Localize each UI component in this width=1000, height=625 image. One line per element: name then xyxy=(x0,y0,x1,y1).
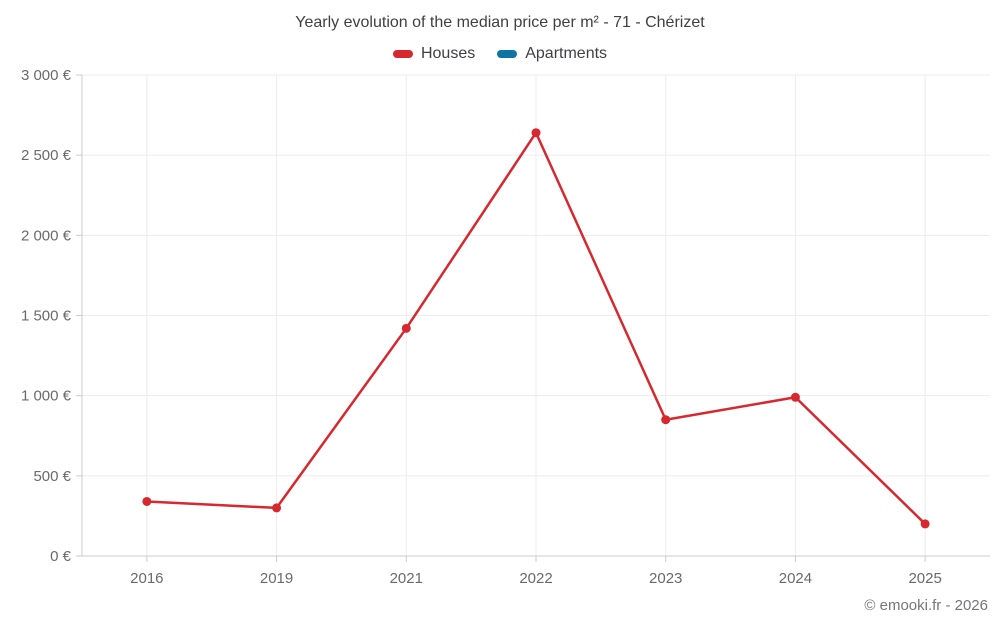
data-point-houses-2022[interactable] xyxy=(531,128,541,138)
x-axis-tick-label: 2025 xyxy=(908,570,941,587)
data-point-houses-2024[interactable] xyxy=(790,392,800,402)
copyright-footer: © emooki.fr - 2026 xyxy=(864,597,988,614)
y-axis-tick-label: 2 000 € xyxy=(21,227,72,244)
x-axis-tick-label: 2019 xyxy=(260,570,293,587)
y-axis-tick-label: 1 500 € xyxy=(21,308,72,325)
data-point-houses-2016[interactable] xyxy=(142,496,152,506)
data-point-houses-2021[interactable] xyxy=(401,323,411,333)
data-point-houses-2023[interactable] xyxy=(661,415,671,425)
x-axis-tick-label: 2021 xyxy=(390,570,423,587)
legend-item-apartments[interactable]: Apartments xyxy=(497,45,607,63)
legend-item-houses[interactable]: Houses xyxy=(392,45,476,63)
legend-label-houses: Houses xyxy=(420,45,476,62)
x-axis-tick-label: 2024 xyxy=(779,570,812,587)
y-axis-tick-label: 1 000 € xyxy=(21,388,72,405)
y-axis-tick-label: 3 000 € xyxy=(21,67,72,84)
data-point-houses-2019[interactable] xyxy=(272,503,282,513)
y-axis-tick-label: 2 500 € xyxy=(21,147,72,164)
x-axis-tick-label: 2016 xyxy=(130,570,163,587)
x-axis-tick-label: 2022 xyxy=(519,570,552,587)
legend-label-apartments: Apartments xyxy=(525,45,608,62)
chart-title: Yearly evolution of the median price per… xyxy=(295,14,705,31)
y-axis-tick-label: 500 € xyxy=(33,468,71,485)
y-axis-tick-label: 0 € xyxy=(50,548,72,565)
x-axis-tick-label: 2023 xyxy=(649,570,682,587)
data-point-houses-2025[interactable] xyxy=(920,519,930,529)
legend-swatch-houses-icon xyxy=(392,50,413,58)
legend-swatch-apartments-icon xyxy=(497,50,518,58)
chart-legend: Houses Apartments xyxy=(0,45,1000,63)
